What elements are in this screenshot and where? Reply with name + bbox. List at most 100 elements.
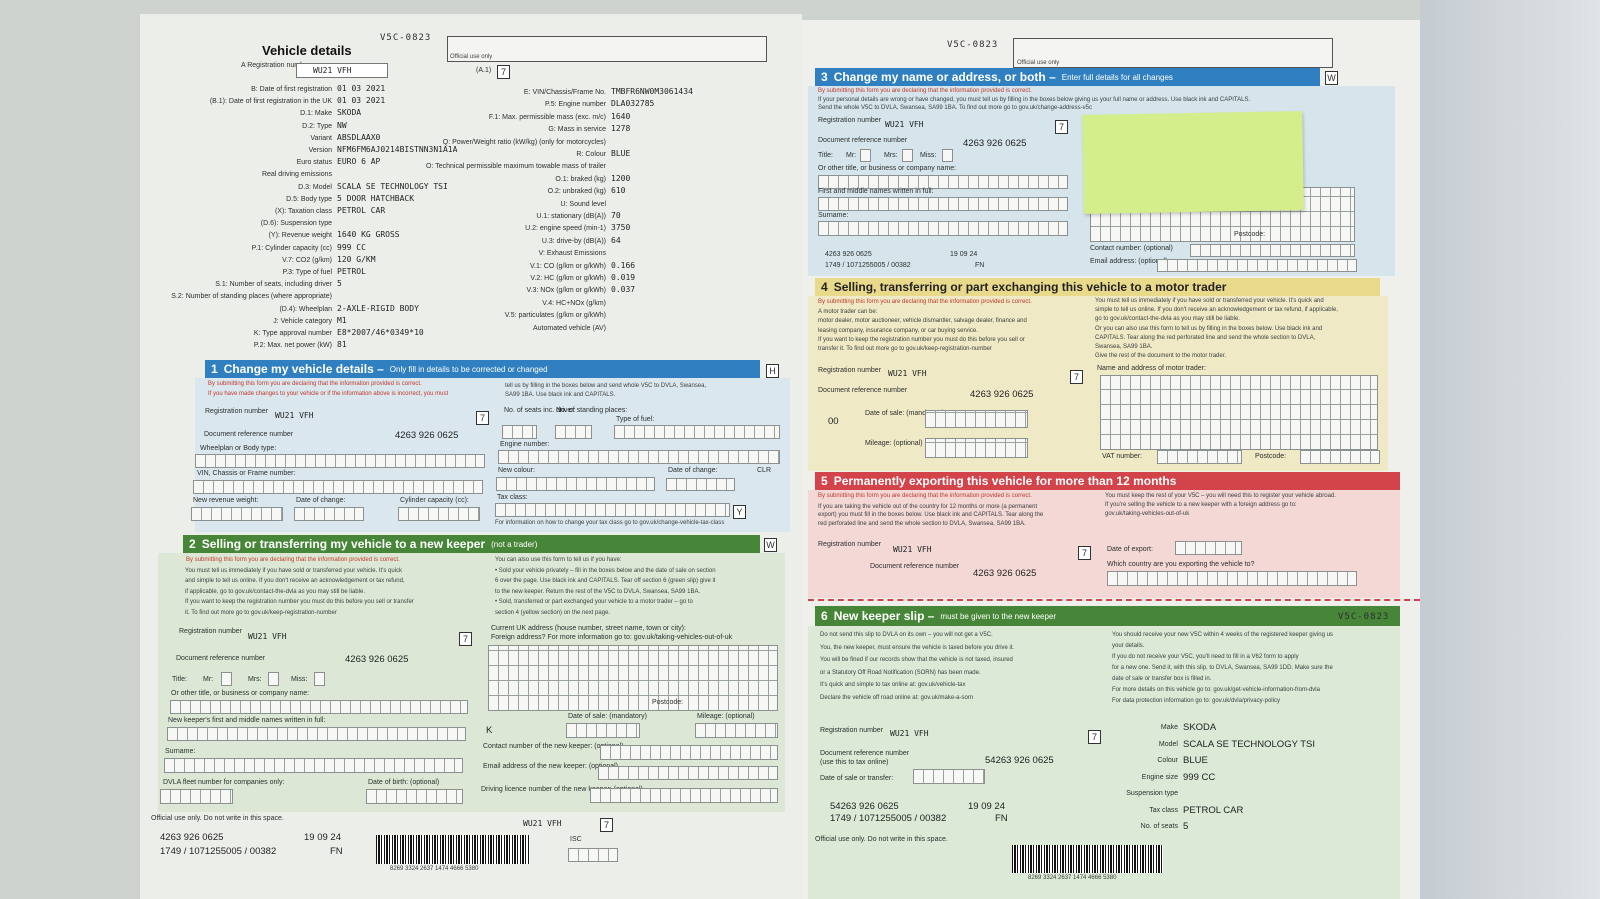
field-label: V.5: particulates (g/km or g/kWh) — [504, 312, 606, 320]
entry-boxes — [818, 175, 1068, 189]
instruction-line: red perforated line and send the whole s… — [818, 520, 1026, 527]
official-use: Official use only — [450, 54, 493, 60]
check-box: W — [764, 538, 777, 552]
entry-boxes — [1100, 375, 1378, 450]
field-value: 999 CC — [1183, 771, 1216, 783]
field-value: E8*2007/46*0349*10 — [337, 328, 424, 337]
instruction-line: For data protection information go to: g… — [1112, 698, 1280, 704]
doc-code: V5C-0823 — [1338, 612, 1390, 622]
label: Email address: (optional) — [1090, 258, 1168, 265]
label: Title: — [172, 676, 187, 683]
entry-boxes — [666, 478, 735, 491]
field-label: V: Exhaust Emissions — [538, 250, 606, 258]
check-box: 7 — [459, 632, 472, 646]
entry-boxes — [160, 789, 233, 804]
reference: 4263 926 0625 — [160, 832, 224, 843]
field-label: V.4: HC+NOx (g/km) — [542, 299, 606, 307]
section-title: Selling, transferring or part exchanging… — [833, 280, 1227, 294]
section-number: 5 — [821, 474, 828, 488]
label: Title: — [818, 152, 833, 159]
entry-boxes — [488, 645, 778, 711]
label: Surname: — [818, 212, 849, 219]
instruction-line: You can also use this form to tell us if… — [495, 557, 622, 563]
label: Name and address of motor trader: — [1097, 365, 1206, 372]
instruction-line: If your personal details are wrong or ha… — [818, 97, 1251, 103]
label: Cylinder capacity (cc): — [400, 497, 469, 504]
section-header: 5 Permanently exporting this vehicle for … — [815, 472, 1400, 490]
instruction-line: Send the whole V5C to DVLA, Swansea, SA9… — [818, 105, 1092, 111]
registration: WU21 VFH — [275, 411, 314, 420]
heading: Vehicle details — [262, 43, 352, 58]
section-title: New keeper slip – — [833, 609, 935, 623]
label: VIN, Chassis or Frame number: — [197, 470, 296, 477]
instruction-line: for a new one. Send it, with this slip, … — [1112, 665, 1333, 671]
doc-ref: 4263 926 0625 — [973, 568, 1037, 579]
field-value: PETROL CAR — [337, 206, 386, 215]
label: Mileage: (optional) — [865, 440, 923, 447]
section-number: 3 — [821, 70, 828, 84]
label: Type of fuel: — [616, 416, 655, 423]
code: 00 — [828, 416, 839, 427]
field-label: (D.4): Wheelplan — [279, 305, 332, 313]
field-label: E: VIN/Chassis/Frame No. — [523, 89, 606, 96]
field-label: Automated vehicle (AV) — [532, 324, 606, 332]
entry-boxes — [366, 789, 463, 804]
official-use: Official use only — [1017, 60, 1060, 66]
section-title: Permanently exporting this vehicle for m… — [833, 474, 1177, 488]
entry-boxes — [170, 700, 468, 714]
label: Registration number — [818, 541, 882, 548]
label: Registration number — [179, 628, 243, 635]
label: (A.1) — [476, 67, 492, 74]
entry-boxes — [495, 503, 730, 517]
entry-boxes — [502, 425, 537, 439]
entry-boxes — [555, 425, 592, 439]
field-value: 0.037 — [611, 285, 636, 295]
section-header: 6 New keeper slip – must be given to the n… — [815, 606, 1400, 626]
entry-boxes — [164, 758, 463, 773]
label: A Registration number — [241, 62, 311, 69]
entry-boxes — [496, 477, 655, 491]
instruction-line: go to gov.uk/contact-the-dvla as you may… — [1095, 316, 1240, 323]
field-label: Real driving emissions — [261, 171, 332, 179]
label: Registration number — [818, 367, 882, 374]
field-label: V.7: CO2 (g/km) — [282, 256, 332, 264]
barcode — [376, 835, 530, 864]
section-number: 1 — [211, 362, 218, 376]
instruction-line: Declare the vehicle off road online at: … — [820, 694, 974, 701]
entry-boxes — [818, 221, 1068, 236]
label: First and middle names written in full: — [818, 188, 934, 195]
label: Date of change: — [668, 467, 718, 474]
entry-boxes — [860, 149, 871, 162]
field-label: Make — [1160, 724, 1178, 731]
label: Mrs: — [248, 676, 262, 683]
entry-boxes — [566, 723, 640, 738]
instruction-line: • Sold your vehicle privately – fill in … — [495, 567, 716, 574]
label: Registration number — [820, 727, 884, 734]
section-subtitle: must be given to the new keeper — [940, 611, 1057, 621]
section-header: 4 Selling, transferring or part exchangin… — [815, 278, 1380, 296]
instruction-line: If you're selling the vehicle to a new k… — [1105, 502, 1297, 508]
date: 19 09 24 — [304, 832, 341, 843]
section-header: 3 Change my name or address, or both – Ent… — [815, 68, 1320, 86]
check-box: 7 — [497, 65, 510, 79]
field-value: 610 — [611, 186, 626, 196]
instruction-line: leasing company, insurance company, or c… — [818, 327, 978, 334]
field-label: Suspension type — [1126, 790, 1178, 797]
instruction-line: tell us by filling in the boxes below an… — [505, 383, 707, 389]
date: 19 09 24 — [968, 801, 1005, 812]
label: Document reference number — [820, 750, 910, 757]
field-value: 0.166 — [611, 260, 636, 270]
field-value: NFM6FM6AJ0214BISTNN3N1A1A — [337, 145, 458, 154]
entry-boxes — [398, 507, 480, 521]
instruction-line: You must keep the rest of your V5C – you… — [1105, 493, 1336, 499]
section-number: 6 — [821, 609, 828, 623]
field-value: 1640 — [611, 111, 631, 121]
field-label: R: Colour — [576, 151, 606, 158]
field-label: (D.6): Suspension type — [260, 220, 332, 228]
check-box: 7 — [1078, 546, 1091, 560]
instruction-line: If you want to keep the registration num… — [818, 336, 1025, 343]
field-label: Model — [1158, 740, 1178, 748]
entry-boxes — [913, 769, 985, 784]
field-value: NW — [337, 120, 347, 130]
registration: WU21 VFH — [893, 545, 932, 554]
